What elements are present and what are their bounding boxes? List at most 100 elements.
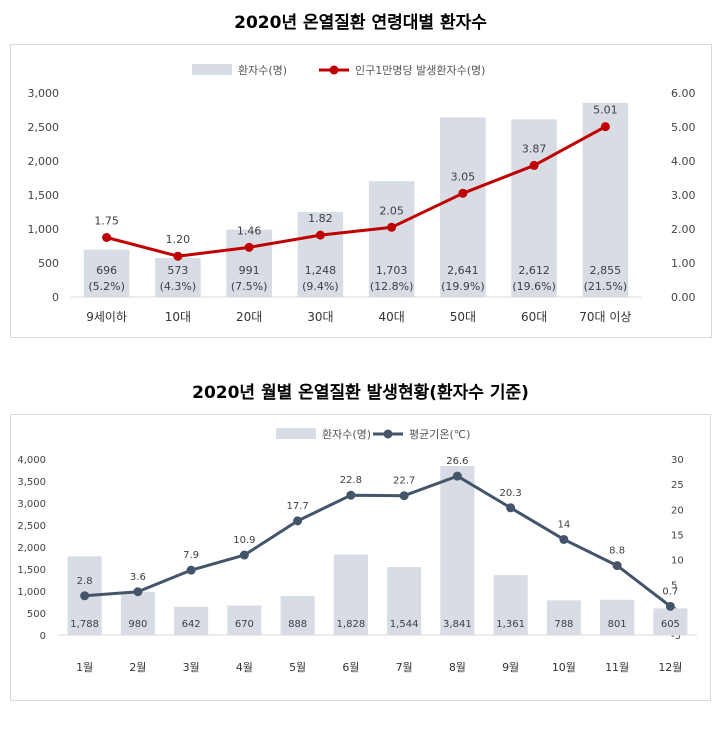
- chart2-bar: [174, 606, 209, 635]
- chart1-bar: [297, 212, 344, 297]
- chart1-bar-percent-label: (19.6%): [512, 280, 556, 293]
- chart1-bar: [511, 119, 557, 297]
- chart2-bar: [120, 591, 155, 635]
- chart1-line-point: [315, 230, 325, 240]
- chart1-bar: [440, 117, 486, 297]
- chart1-line-point: [600, 122, 610, 132]
- chart1-y-right-tick: 3.00: [671, 189, 696, 202]
- chart2-line-value-label: 26.6: [446, 456, 468, 467]
- chart1-line-value-label: 1.82: [308, 212, 333, 225]
- chart1-legend-line-label: 인구1만명당 발생환자수(명): [355, 64, 485, 77]
- chart1-bar-percent-label: (4.3%): [160, 280, 197, 293]
- chart2-line-point: [346, 490, 356, 500]
- chart2-y-left-tick: 0: [40, 631, 46, 642]
- chart1-x-tick-label: 9세이하: [86, 310, 127, 324]
- chart2-legend-line-marker: [383, 429, 393, 439]
- chart2-bar: [653, 608, 688, 635]
- chart2-line-value-label: 3.6: [130, 572, 146, 583]
- chart2-bar-value-label: 1,544: [390, 619, 419, 630]
- chart2-x-tick-label: 5월: [289, 661, 306, 674]
- chart1-y-right-tick: 5.00: [671, 121, 696, 134]
- chart1-y-left-tick: 3,000: [28, 87, 60, 100]
- chart2-y-right-tick: 5: [671, 581, 677, 592]
- chart2-line-point: [452, 471, 462, 481]
- chart2-x-tick-label: 7월: [396, 661, 413, 674]
- chart2-title: 2020년 월별 온열질환 발생현황(환자수 기준): [192, 383, 529, 403]
- chart1-bar-value-label: 1,703: [376, 264, 408, 277]
- chart1-bar-percent-label: (9.4%): [302, 280, 339, 293]
- chart2-line-value-label: 20.3: [499, 488, 521, 499]
- chart1-bar-value-label: 1,248: [305, 264, 337, 277]
- chart2-line-point: [559, 534, 569, 544]
- chart2-bar: [333, 554, 368, 635]
- chart2-line-value-label: 0.7: [662, 586, 678, 597]
- chart1-y-left-tick: 0: [52, 291, 59, 304]
- chart1-x-tick-label: 30대: [307, 310, 333, 324]
- chart1-svg: 0 500 1,000 1,500 2,000 2,500 3,000 0.00 1.00 2.0…: [28, 64, 696, 324]
- chart2-line-point: [133, 587, 143, 597]
- chart2-line-value-label: 10.9: [233, 535, 255, 546]
- chart1-x-tick-label: 10대: [165, 310, 191, 324]
- chart1-bar-percent-label: (12.8%): [370, 280, 414, 293]
- chart1-bar-percent-label: (7.5%): [231, 280, 268, 293]
- chart2-y-right-tick: 30: [671, 455, 684, 466]
- chart1-x-tick-label: 70대 이상: [579, 310, 631, 324]
- chart2-line-value-label: 22.8: [340, 475, 362, 486]
- chart2-line-point: [665, 601, 675, 611]
- chart2-panel: 0 500 1,000 1,500 2,000 2,500 3,000 3,500 4,000 -…: [10, 414, 711, 701]
- chart2-y-left-tick: 3,000: [17, 499, 46, 510]
- chart2-line-value-label: 17.7: [286, 501, 308, 512]
- chart1-bar: [368, 181, 415, 297]
- chart1-y-left-tick: 2,000: [28, 155, 60, 168]
- chart1-y-right-tick: 6.00: [671, 87, 696, 100]
- chart1-bar: [226, 229, 272, 297]
- chart2-bar: [227, 605, 262, 635]
- chart2-bar-value-label: 1,828: [337, 619, 366, 630]
- chart2-x-tick-label: 4월: [236, 661, 253, 674]
- chart2-bar: [600, 599, 635, 635]
- chart2-bar-value-label: 1,788: [70, 619, 99, 630]
- chart2-line-value-label: 2.8: [77, 576, 93, 587]
- chart1-line-value-label: 3.05: [451, 170, 476, 183]
- chart2-bar-value-label: 1,361: [496, 619, 525, 630]
- chart2-bar-value-label: 605: [661, 619, 680, 630]
- chart2-line-series: [84, 474, 672, 608]
- chart2-line-point: [612, 561, 622, 571]
- chart2-line-value-label: 8.8: [609, 546, 625, 557]
- chart2-line-point: [239, 550, 249, 560]
- chart2-x-tick-label: 12월: [658, 661, 682, 674]
- chart2-y-left-tick: 500: [27, 609, 46, 620]
- chart2-line-point: [80, 591, 90, 601]
- chart1-bar-value-label: 696: [96, 264, 117, 277]
- chart2-line-point: [399, 491, 409, 501]
- chart2-legend-line-label: 평균기온(℃): [409, 428, 470, 441]
- chart1-legend-bar-swatch: [192, 64, 232, 75]
- chart2-x-tick-label: 2월: [129, 661, 146, 674]
- chart1-line-point: [529, 160, 539, 170]
- chart1-line-point: [458, 188, 468, 198]
- chart1-bar: [83, 249, 130, 297]
- chart1-line-point: [173, 251, 183, 261]
- chart1-x-tick-label: 40대: [378, 310, 404, 324]
- chart1-line-point: [244, 242, 254, 252]
- chart1-line-point: [102, 233, 112, 242]
- chart2-y-left-tick: 3,500: [17, 477, 46, 488]
- chart2-bar-value-label: 801: [608, 619, 627, 630]
- chart1-x-tick-label: 50대: [450, 310, 476, 324]
- chart1-y-left-tick: 2,500: [28, 121, 60, 134]
- chart2-x-tick-label: 6월: [342, 661, 359, 674]
- chart2-line-point: [186, 565, 196, 575]
- chart2-bar: [387, 567, 422, 635]
- chart2-y-right-tick: 25: [671, 480, 684, 491]
- chart2-y-right-tick: 15: [671, 530, 684, 541]
- chart2-y-left-tick: 4,000: [17, 455, 46, 466]
- chart2-y-right-tick: 20: [671, 505, 684, 516]
- chart2-x-tick-label: 3월: [183, 661, 200, 674]
- chart2-y-left-tick: 1,000: [17, 587, 46, 598]
- chart2-bar: [440, 465, 475, 635]
- chart1-y-left-tick: 1,000: [28, 223, 60, 236]
- chart1-line-series: [106, 125, 607, 258]
- chart1-bar-percent-label: (19.9%): [441, 280, 485, 293]
- chart2-bar: [280, 595, 315, 635]
- chart2-bar: [493, 575, 528, 635]
